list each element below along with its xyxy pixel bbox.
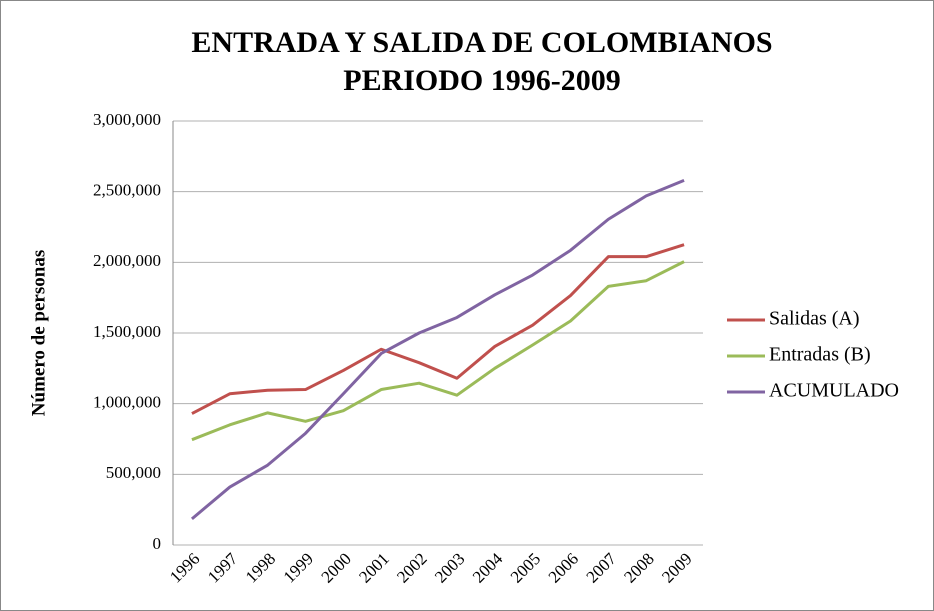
y-axis-label: Número de personas [28, 250, 49, 416]
y-tick-label: 0 [153, 534, 162, 553]
chart-title: PERIODO 1996-2009 [343, 64, 621, 97]
series-line [190, 178, 685, 521]
y-tick-label: 2,500,000 [93, 181, 161, 200]
legend-label: Salidas (A) [769, 308, 860, 330]
legend-label: ACUMULADO [769, 380, 899, 402]
y-tick-label: 2,000,000 [93, 251, 161, 270]
y-tick-label: 1,000,000 [93, 393, 161, 412]
y-tick-label: 500,000 [106, 463, 161, 482]
legend-label: Entradas (B) [769, 344, 871, 366]
series-line [191, 243, 685, 415]
y-tick-label: 1,500,000 [93, 322, 161, 341]
series-line [191, 260, 685, 442]
chart-title: ENTRADA Y SALIDA DE COLOMBIANOS [191, 26, 772, 59]
y-tick-label: 3,000,000 [93, 110, 161, 129]
